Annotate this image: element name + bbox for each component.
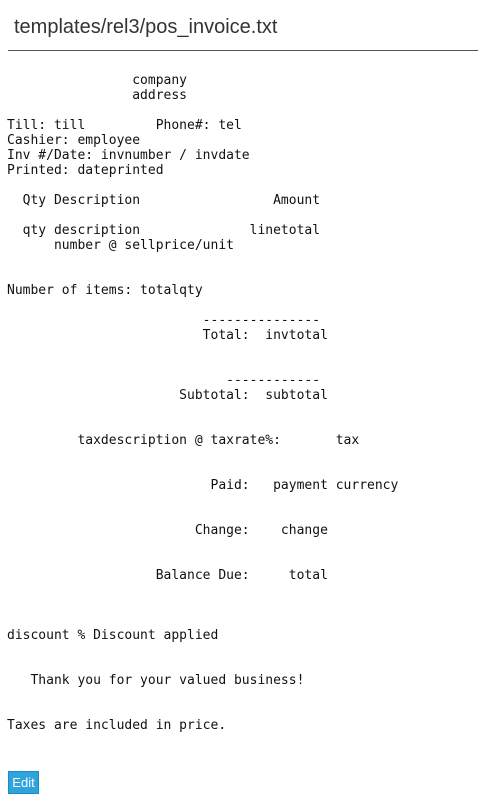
template-content: company address Till: till Phone#: tel C… <box>7 58 473 733</box>
template-line: Thank you for your valued business! <box>7 673 305 688</box>
template-line: number @ sellprice/unit <box>7 238 234 253</box>
template-line: Qty Description Amount <box>7 193 321 208</box>
edit-button[interactable]: Edit <box>8 771 39 794</box>
template-line: qty description linetotal <box>7 223 321 238</box>
template-line: Change: change <box>7 523 328 538</box>
template-line: address <box>7 88 188 103</box>
template-line: Cashier: employee <box>7 133 141 148</box>
template-line: company <box>7 73 188 88</box>
template-line: ------------ <box>7 373 321 388</box>
template-line: Number of items: totalqty <box>7 283 203 298</box>
template-line: Inv #/Date: invnumber / invdate <box>7 148 250 163</box>
template-line: taxdescription @ taxrate%: tax <box>7 433 360 448</box>
template-line: Paid: payment currency <box>7 478 399 493</box>
header-divider <box>8 50 478 51</box>
template-line: --------------- <box>7 313 321 328</box>
template-line: Total: invtotal <box>7 328 328 343</box>
template-line: discount % Discount applied <box>7 628 219 643</box>
template-line: Subtotal: subtotal <box>7 388 328 403</box>
template-line: Taxes are included in price. <box>7 718 227 733</box>
page-title: templates/rel3/pos_invoice.txt <box>14 16 278 38</box>
template-line: Printed: dateprinted <box>7 163 164 178</box>
template-line: Till: till Phone#: tel <box>7 118 242 133</box>
template-line: Balance Due: total <box>7 568 328 583</box>
